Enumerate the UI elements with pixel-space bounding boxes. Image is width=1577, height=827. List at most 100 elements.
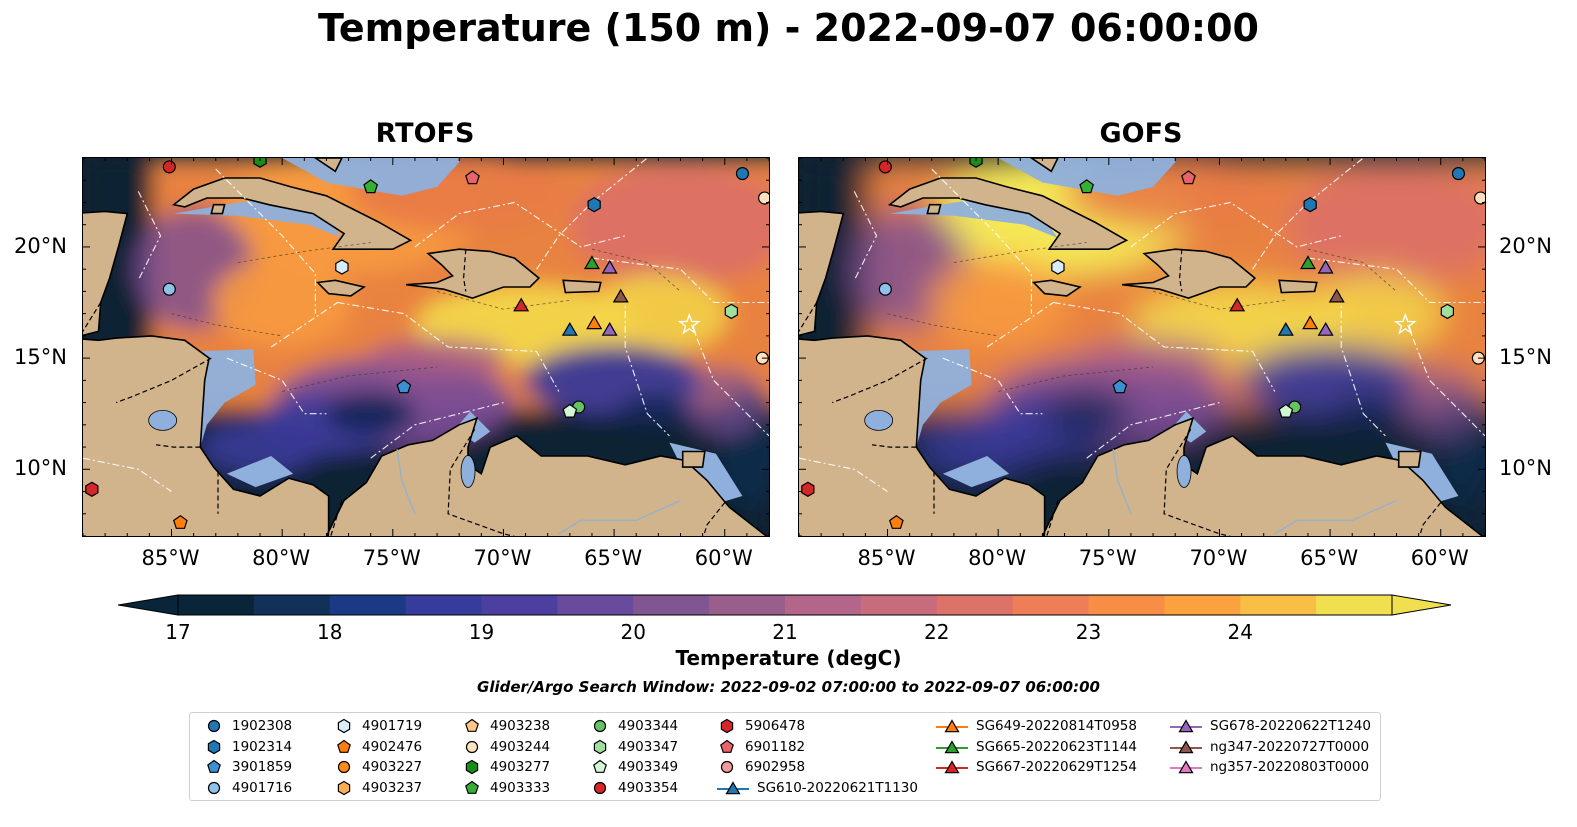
legend-item: 1902308: [204, 716, 292, 736]
star-marker: [677, 312, 701, 335]
legend-marker: [1178, 739, 1194, 753]
legend-item: 4903244: [462, 737, 550, 757]
colorbar-tick-label: 21: [772, 620, 798, 644]
lon-tick-label: 75°W: [362, 546, 421, 570]
obs-marker-SG667-20220629T1254: [513, 297, 530, 312]
legend-marker-icon: [337, 739, 351, 753]
colorbar-tick-label: 17: [165, 620, 191, 644]
legend-item: 4903354: [590, 778, 678, 798]
land-polygon: [1043, 416, 1484, 536]
colorbar-segment: [178, 595, 255, 615]
legend-marker-icon: [465, 740, 479, 753]
obs-marker-1902308: [735, 167, 749, 181]
colorbar-segment: [1088, 595, 1165, 615]
map-canvas: [799, 158, 1485, 536]
legend-label: 4903347: [618, 738, 679, 755]
legend-label: 4903277: [490, 759, 551, 775]
legend-label: 4903354: [618, 779, 679, 796]
colorbar-segment: [405, 595, 482, 615]
legend-marker-icon: [593, 739, 607, 754]
legend-marker-icon: [593, 781, 607, 794]
legend-item: 4903344: [590, 716, 678, 736]
legend: 1902308 1902314 3901859 4901716 4901719 49024…: [189, 712, 1381, 801]
colorbar-segment: [860, 595, 938, 615]
legend-marker: [593, 759, 607, 773]
obs-marker-4903347: [1440, 303, 1455, 320]
legend-marker-icon: [207, 739, 221, 754]
lat-tick-label-right: 15°N: [1499, 345, 1552, 370]
obs-marker-SG649-20220814T0958: [1302, 315, 1319, 330]
legend-label: SG667-20220629T1254: [976, 759, 1137, 775]
legend-marker: [207, 759, 221, 773]
search-window-text: Glider/Argo Search Window: 2022-09-02 07…: [477, 678, 1100, 696]
land-polygon: [406, 248, 541, 299]
colorbar-segment: [329, 595, 407, 615]
legend-marker-icon: [207, 781, 221, 794]
legend-item: 1902314: [204, 737, 292, 757]
legend-label: 6902958: [745, 759, 806, 775]
colorbar-tick-label: 23: [1075, 620, 1102, 644]
obs-marker-4901716: [878, 282, 892, 296]
obs-marker-SG667-20220629T1254: [1229, 297, 1246, 312]
panel-title-gofs: GOFS: [1099, 118, 1183, 149]
obs-marker-6901182: [465, 170, 480, 185]
legend-item: 4903238: [462, 716, 550, 736]
obs-marker-4903333: [1079, 179, 1095, 194]
legend-item: 4903333: [462, 778, 550, 798]
lat-tick-label-left: 20°N: [14, 233, 67, 258]
legend-marker: [337, 760, 351, 774]
legend-marker-icon: [207, 719, 221, 733]
legend-marker-icon: [1170, 739, 1202, 753]
legend-marker: [720, 760, 734, 774]
land-polygon: [562, 279, 602, 294]
colorbar-segment: [1012, 595, 1089, 615]
land-polygon: [313, 158, 343, 173]
legend-item: SG678-20220622T1240: [1170, 716, 1371, 736]
legend-marker: [337, 780, 351, 795]
legend-label: 4903244: [490, 738, 551, 755]
obs-marker-6901182: [1181, 170, 1196, 185]
legend-marker: [337, 739, 351, 753]
legend-marker-icon: [593, 759, 607, 773]
legend-marker: [944, 739, 960, 753]
legend-marker: [944, 760, 960, 774]
legend-item: SG610-20220621T1130: [717, 778, 918, 798]
land-polygon: [926, 203, 942, 215]
land-polygon: [171, 177, 413, 250]
colorbar-tick-label: 22: [924, 620, 950, 644]
colorbar-segment: [1316, 595, 1393, 615]
legend-marker-icon: [1170, 760, 1202, 774]
colorbar-segment: [709, 595, 786, 615]
lon-tick-label: 65°W: [584, 546, 643, 570]
legend-label: 4903238: [490, 718, 551, 734]
lat-tick-label-left: 10°N: [14, 456, 67, 481]
land-polygon: [1397, 450, 1422, 468]
obs-marker-4903244: [758, 191, 769, 205]
obs-marker-3901859: [396, 379, 412, 394]
legend-marker-icon: [337, 760, 351, 774]
obs-marker-4902476: [172, 514, 188, 529]
land-polygon: [799, 210, 845, 337]
legend-item: 4903347: [590, 737, 678, 757]
legend-marker: [1178, 719, 1194, 733]
legend-marker: [720, 739, 734, 753]
obs-marker-4903349: [1278, 403, 1294, 418]
legend-label: 6901182: [745, 738, 806, 755]
obs-marker-SG610-20220621T1130: [561, 322, 578, 336]
legend-label: SG678-20220622T1240: [1210, 718, 1371, 734]
legend-label: 4903237: [362, 779, 423, 796]
land-polygon: [210, 203, 226, 215]
land-polygon: [1278, 279, 1318, 294]
legend-marker: [207, 719, 221, 733]
land-polygon: [887, 177, 1129, 250]
obs-marker-1902308: [1451, 167, 1465, 181]
obs-marker-4902476: [888, 514, 904, 529]
obs-marker-4901716: [162, 282, 176, 296]
lon-tick-label: 60°W: [694, 546, 753, 570]
land-polygon: [83, 210, 129, 337]
lon-tick-label: 85°W: [141, 546, 200, 570]
legend-marker-icon: [337, 780, 351, 795]
obs-marker-4901719: [1051, 259, 1065, 275]
lon-tick-label: 80°W: [252, 546, 311, 570]
legend-label: 1902314: [232, 738, 293, 755]
